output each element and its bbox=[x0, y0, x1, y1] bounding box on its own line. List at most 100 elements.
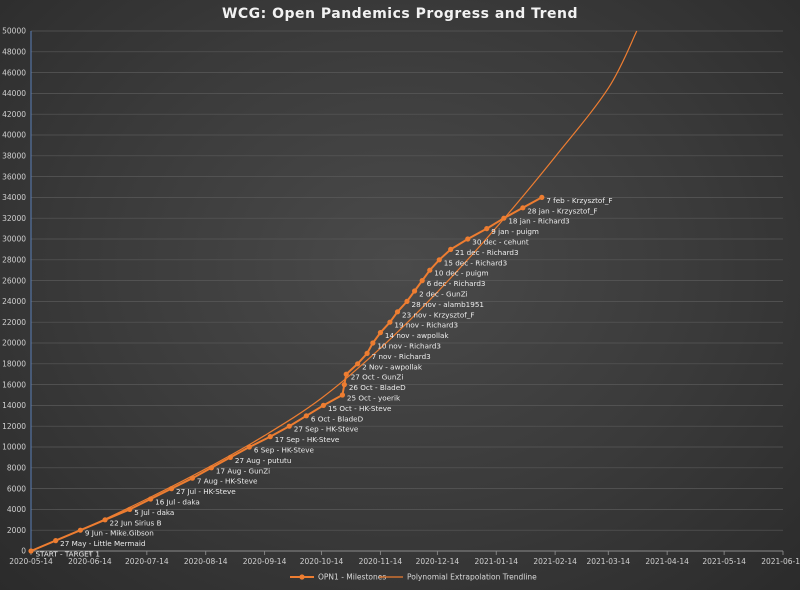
milestone-point bbox=[484, 226, 490, 232]
milestone-label: 27 Aug - pututu bbox=[235, 456, 291, 465]
milestone-label: 14 nov - awpollak bbox=[385, 331, 449, 340]
y-tick-label: 20000 bbox=[2, 339, 26, 348]
milestone-point bbox=[387, 319, 393, 325]
y-tick-label: 48000 bbox=[2, 48, 26, 57]
trendline-layer bbox=[30, 30, 638, 552]
milestone-point bbox=[501, 215, 507, 221]
axes: 0 2000 4000 6000 8000 10000 12000 14000 16000 180… bbox=[2, 27, 800, 566]
milestone-point bbox=[419, 278, 425, 284]
milestone-label: 10 nov - Richard3 bbox=[377, 342, 441, 351]
y-tick-label: 28000 bbox=[2, 256, 26, 265]
y-tick-label: 22000 bbox=[2, 318, 26, 327]
milestone-label: 9 jan - puigm bbox=[491, 227, 539, 236]
milestone-point bbox=[208, 465, 215, 471]
y-tick-label: 40000 bbox=[2, 131, 26, 140]
milestone-point bbox=[53, 538, 59, 544]
milestone-label: 30 dec - cehunt bbox=[472, 238, 529, 247]
x-tick-label: 2020-08-14 bbox=[184, 557, 228, 566]
milestone-label: 27 May - Little Mermaid bbox=[60, 539, 145, 548]
milestone-point bbox=[189, 475, 196, 481]
milestone-point bbox=[411, 288, 418, 294]
milestone-label: 26 Oct - BladeD bbox=[349, 383, 406, 392]
chart-title: WCG: Open Pandemics Progress and Trend bbox=[221, 6, 579, 22]
milestone-point bbox=[339, 392, 346, 398]
legend-trendline-label: Polynomial Extrapolation Trendline bbox=[407, 573, 537, 582]
y-tick-label: 12000 bbox=[2, 422, 26, 431]
x-tick-label: 2020-09-14 bbox=[243, 557, 287, 566]
milestone-label: 28 jan - Krzysztof_F bbox=[527, 206, 597, 215]
milestone-label: 6 dec - Richard3 bbox=[427, 279, 486, 288]
y-tick-label: 4000 bbox=[7, 505, 26, 514]
milestone-label: 27 Oct - GunZi bbox=[351, 373, 404, 382]
x-tick-label: 2020-12-14 bbox=[416, 557, 460, 566]
milestone-label: 2 Nov - awpollak bbox=[362, 362, 423, 371]
y-tick-label: 18000 bbox=[2, 360, 26, 369]
y-tick-label: 10000 bbox=[2, 443, 26, 452]
milestone-label: 15 Oct - HK-Steve bbox=[328, 404, 392, 413]
milestone-point bbox=[377, 330, 384, 336]
x-tick-label: 2021-03-14 bbox=[586, 557, 630, 566]
milestone-label: 10 dec - puigm bbox=[434, 269, 488, 278]
x-tick-label: 2020-10-14 bbox=[300, 557, 344, 566]
milestone-point bbox=[320, 402, 327, 408]
x-tick-label: 2021-04-14 bbox=[645, 557, 689, 566]
milestone-point bbox=[427, 267, 433, 273]
legend-milestones-marker bbox=[299, 574, 305, 580]
milestone-point bbox=[286, 423, 292, 429]
milestone-label: 22 Jun Sirius B bbox=[110, 518, 162, 527]
milestone-point bbox=[227, 454, 233, 460]
x-tick-label: 2021-06-14 bbox=[761, 557, 800, 566]
milestone-label: 16 Jul - daka bbox=[155, 498, 200, 507]
milestone-label: 19 nov - Richard3 bbox=[394, 321, 458, 330]
milestone-point bbox=[539, 194, 545, 200]
milestone-layer bbox=[28, 194, 545, 554]
legend-milestones-label: OPN1 - Milestones bbox=[318, 573, 386, 582]
y-tick-label: 2000 bbox=[7, 526, 26, 535]
milestone-label: 7 Aug - HK-Steve bbox=[197, 477, 258, 486]
y-tick-label: 34000 bbox=[2, 193, 26, 202]
milestone-label: 28 nov - alamb1951 bbox=[412, 300, 484, 309]
milestone-point bbox=[267, 434, 273, 440]
x-tick-label: 2020-05-14 bbox=[9, 557, 53, 566]
milestone-point bbox=[465, 236, 471, 242]
y-tick-label: 6000 bbox=[7, 484, 26, 493]
x-tick-label: 2021-02-14 bbox=[533, 557, 577, 566]
milestone-label: 17 Aug - GunZi bbox=[216, 466, 270, 475]
data-label-layer: START - TARGET 127 May - Little Mermaid9… bbox=[36, 196, 613, 559]
y-tick-label: 44000 bbox=[2, 89, 26, 98]
milestone-point bbox=[127, 506, 133, 512]
milestone-point bbox=[341, 382, 347, 388]
milestone-label: 23 nov - Krzysztof_F bbox=[402, 310, 475, 319]
y-tick-label: 14000 bbox=[2, 401, 26, 410]
y-tick-label: 24000 bbox=[2, 297, 26, 306]
milestone-label: 15 dec - Richard3 bbox=[444, 258, 507, 267]
milestone-label: 9 Jun - Mike.Gibson bbox=[85, 529, 154, 538]
trendline-series bbox=[30, 30, 638, 552]
milestone-label: 27 Sep - HK-Steve bbox=[294, 425, 359, 434]
milestone-point bbox=[148, 496, 154, 502]
milestone-point bbox=[246, 444, 252, 450]
milestone-point bbox=[394, 309, 401, 315]
milestone-label: 17 Sep - HK-Steve bbox=[275, 435, 340, 444]
legend: OPN1 - Milestones Polynomial Extrapolatio… bbox=[290, 573, 537, 582]
milestone-label: 18 jan - Richard3 bbox=[508, 217, 569, 226]
milestone-point bbox=[355, 361, 361, 367]
milestone-label: 27 Jul - HK-Steve bbox=[176, 487, 236, 496]
milestone-point bbox=[370, 340, 376, 346]
x-tick-label: 2020-06-14 bbox=[68, 557, 112, 566]
y-tick-label: 8000 bbox=[7, 464, 26, 473]
milestone-label: 2 dec - GunZi bbox=[419, 290, 468, 299]
y-tick-label: 46000 bbox=[2, 68, 26, 77]
y-tick-label: 16000 bbox=[2, 380, 26, 389]
milestone-point bbox=[436, 257, 442, 263]
x-tick-label: 2020-07-14 bbox=[125, 557, 169, 566]
milestone-point bbox=[28, 548, 34, 554]
y-tick-label: 38000 bbox=[2, 152, 26, 161]
y-tick-label: 0 bbox=[21, 547, 26, 556]
milestone-label: 25 Oct - yoerik bbox=[347, 394, 401, 403]
y-tick-label: 30000 bbox=[2, 235, 26, 244]
milestone-label: 6 Sep - HK-Steve bbox=[254, 446, 315, 455]
y-tick-label: 32000 bbox=[2, 214, 26, 223]
